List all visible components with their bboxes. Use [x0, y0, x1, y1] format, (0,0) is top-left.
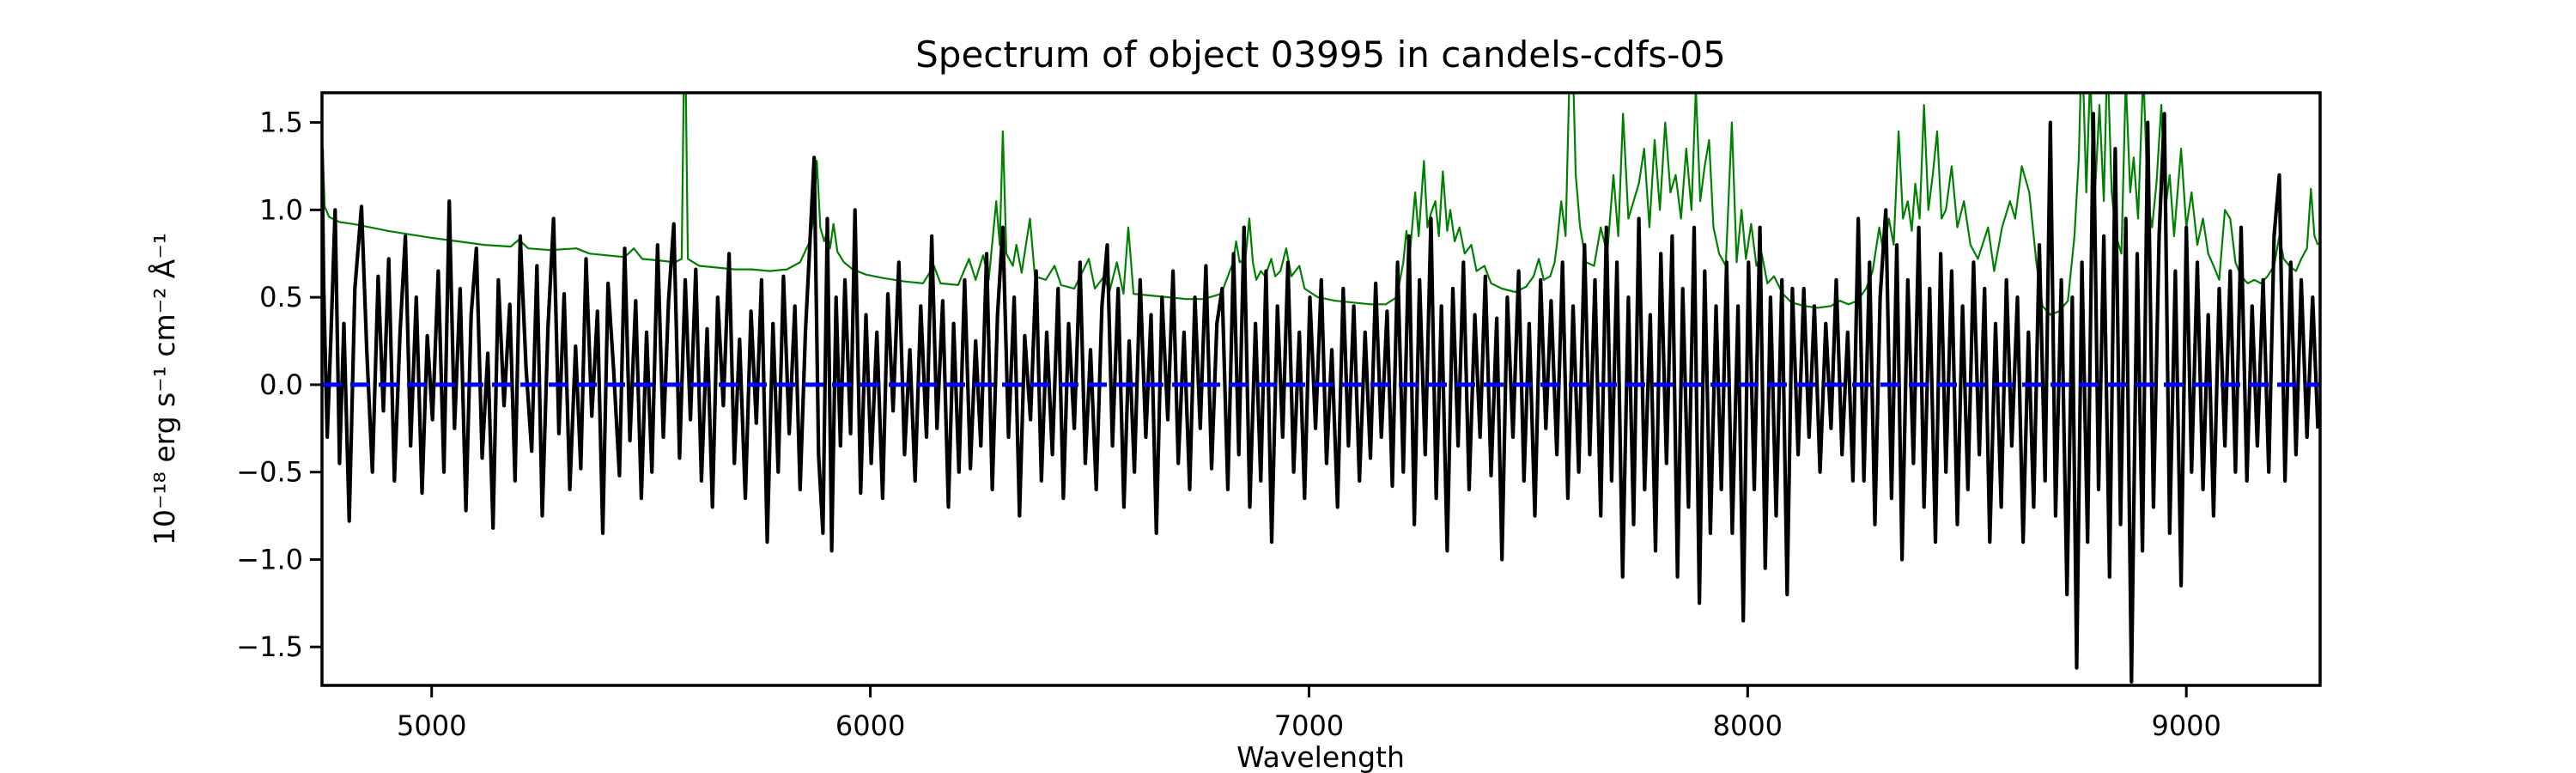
x-tick-label: 6000	[835, 709, 905, 742]
object-flux-spectrum-line	[322, 112, 2320, 684]
y-axis-label: 10⁻¹⁸ erg s⁻¹ cm⁻² Å⁻¹	[147, 233, 181, 545]
plot-title: Spectrum of object 03995 in candels-cdfs…	[915, 33, 1726, 76]
x-tick-label: 8000	[1713, 709, 1783, 742]
x-tick-label: 9000	[2151, 709, 2221, 742]
y-tick-label: 0.0	[259, 368, 303, 401]
x-tick-label: 7000	[1274, 709, 1344, 742]
y-tick-label: 1.5	[259, 107, 303, 139]
x-tick-label: 5000	[397, 709, 466, 742]
series-group	[322, 93, 2320, 684]
y-tick-label: 0.5	[259, 281, 303, 313]
x-axis-label: Wavelength	[1236, 740, 1405, 773]
axes-frame	[320, 91, 2322, 687]
ticks-group: 5000 6000 7000 8000 9000 1.5 1.0 0.5 0.0 −0.5 −1.0…	[236, 107, 2221, 742]
y-tick-label: −0.5	[236, 456, 303, 489]
y-tick-label: 1.0	[259, 193, 303, 226]
y-tick-label: −1.5	[236, 630, 303, 663]
y-tick-label: −1.0	[236, 543, 303, 575]
